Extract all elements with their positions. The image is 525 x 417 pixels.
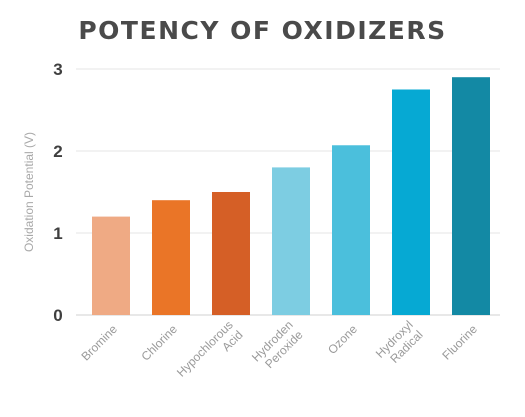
bar bbox=[152, 200, 190, 315]
x-tick-label-line: Bromine bbox=[78, 322, 120, 364]
bar bbox=[392, 89, 430, 315]
x-tick-label: HypochlorousAcid bbox=[174, 318, 246, 390]
x-tick-label: Fluorine bbox=[439, 322, 480, 363]
x-tick-label: Bromine bbox=[78, 322, 120, 364]
bar bbox=[212, 192, 250, 315]
bar bbox=[452, 77, 490, 315]
x-tick-label: Ozone bbox=[325, 322, 360, 357]
y-tick-label: 0 bbox=[53, 306, 62, 325]
x-tick-label-line: Chlorine bbox=[138, 322, 180, 364]
y-tick-label: 2 bbox=[53, 142, 62, 161]
x-tick-label: HydroxylRadical bbox=[373, 318, 426, 371]
x-tick-label: Chlorine bbox=[138, 322, 180, 364]
bar bbox=[272, 167, 310, 315]
y-axis-label: Oxidation Potential (V) bbox=[22, 132, 36, 252]
x-tick-label-line: Ozone bbox=[325, 322, 360, 357]
y-tick-label: 1 bbox=[53, 224, 62, 243]
x-tick-label: HydrodenPeroxide bbox=[249, 318, 306, 375]
x-tick-label-line: Fluorine bbox=[439, 322, 480, 363]
bar bbox=[332, 145, 370, 315]
y-tick-label: 3 bbox=[53, 60, 62, 79]
bar bbox=[92, 216, 130, 315]
chart-title: POTENCY OF OXIDIZERS bbox=[78, 16, 447, 45]
